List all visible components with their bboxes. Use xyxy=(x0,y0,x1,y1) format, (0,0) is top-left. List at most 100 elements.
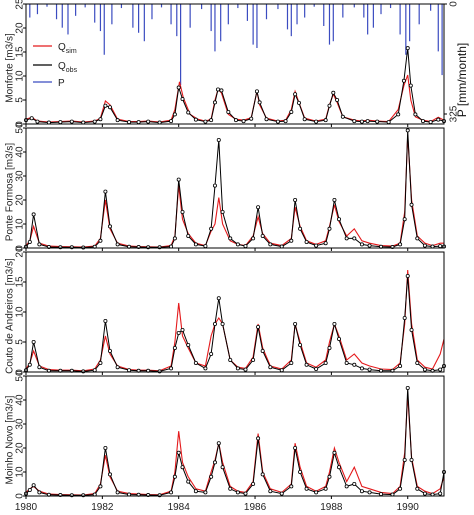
y-tick-label: 10 xyxy=(15,466,26,478)
panel-monforte: 0 5 10 15 20 25 Monforte [m3/s] xyxy=(5,0,446,127)
legend-label: Qobs xyxy=(58,61,78,74)
obs-point xyxy=(107,105,112,110)
obs-point xyxy=(256,324,261,329)
obs-point xyxy=(422,491,427,496)
obs-point xyxy=(352,362,357,367)
y-axis-label: Moinho Novo [m3/s] xyxy=(5,395,16,484)
obs-point xyxy=(243,367,248,372)
obs-point xyxy=(103,445,108,450)
obs-point xyxy=(402,217,407,222)
obs-point xyxy=(203,366,208,371)
obs-point xyxy=(209,351,214,356)
obs-point xyxy=(359,489,364,494)
obs-point xyxy=(27,487,32,492)
plot-frame xyxy=(25,375,445,497)
obs-point xyxy=(169,119,174,124)
obs-point xyxy=(352,119,357,124)
obs-point xyxy=(243,244,248,249)
obs-point xyxy=(436,117,441,122)
obs-point xyxy=(37,365,42,370)
y-axis-label: Couto de Andreiros [m3/s] xyxy=(5,258,16,374)
obs-point xyxy=(193,242,198,247)
legend-label: P xyxy=(58,78,65,89)
obs-point xyxy=(304,239,309,244)
y-tick-label: 5 xyxy=(15,97,26,103)
obs-point xyxy=(298,469,303,474)
obs-point xyxy=(81,369,86,374)
obs-point xyxy=(293,92,298,97)
legend-label: Qsim xyxy=(58,42,77,55)
obs-point xyxy=(401,78,406,83)
x-tick-label: 1984 xyxy=(168,502,191,513)
obs-point xyxy=(409,327,414,332)
plot-frame xyxy=(25,127,445,249)
obs-point xyxy=(235,490,240,495)
series-line-q-sim xyxy=(25,135,444,248)
plot-frame xyxy=(25,251,445,373)
obs-point xyxy=(226,110,231,115)
obs-point xyxy=(352,481,357,486)
obs-point xyxy=(293,321,298,326)
obs-point xyxy=(216,441,221,446)
obs-point xyxy=(115,118,120,123)
obs-point xyxy=(193,360,198,365)
obs-point xyxy=(344,484,349,489)
obs-point xyxy=(233,118,238,123)
obs-point xyxy=(327,474,332,479)
obs-point xyxy=(58,120,63,125)
obs-point xyxy=(115,242,120,247)
obs-point xyxy=(375,119,380,124)
y-tick-label: 20 xyxy=(15,246,26,258)
obs-point xyxy=(332,450,337,455)
obs-point xyxy=(98,238,103,243)
obs-point xyxy=(193,117,198,122)
obs-point xyxy=(212,460,217,465)
y-tick-label: 50 xyxy=(15,122,26,134)
obs-point xyxy=(314,243,319,248)
obs-point xyxy=(228,236,233,241)
y-tick-label: 25 xyxy=(15,0,26,10)
obs-point xyxy=(209,118,214,123)
obs-point xyxy=(415,486,420,491)
obs-point xyxy=(180,465,185,470)
obs-point xyxy=(438,491,443,496)
obs-point xyxy=(172,112,177,117)
x-tick-label: 1980 xyxy=(15,502,38,513)
y-tick-label: 40 xyxy=(15,394,26,406)
obs-point xyxy=(228,357,233,362)
obs-point xyxy=(216,87,221,92)
obs-point xyxy=(327,345,332,350)
obs-point xyxy=(180,209,185,214)
right-tick-label: 0 xyxy=(449,1,460,7)
x-tick-label: 1986 xyxy=(244,502,267,513)
obs-point xyxy=(289,238,294,243)
obs-point xyxy=(172,236,177,241)
obs-point xyxy=(257,100,262,105)
obs-point xyxy=(212,183,217,188)
obs-point xyxy=(176,330,181,335)
obs-point xyxy=(413,112,418,117)
obs-point xyxy=(421,119,426,124)
obs-point xyxy=(241,119,246,124)
obs-point xyxy=(331,90,336,95)
obs-point xyxy=(212,321,217,326)
obs-point xyxy=(409,457,414,462)
obs-point xyxy=(103,189,108,194)
obs-point xyxy=(115,365,120,370)
obs-point xyxy=(172,474,177,479)
obs-point xyxy=(268,242,273,247)
obs-point xyxy=(398,242,403,247)
obs-point xyxy=(254,89,259,94)
obs-point xyxy=(251,236,256,241)
obs-point xyxy=(304,362,309,367)
obs-point xyxy=(220,209,225,214)
obs-point xyxy=(107,224,112,229)
obs-point xyxy=(304,486,309,491)
obs-point xyxy=(323,118,328,123)
obs-point xyxy=(337,217,342,222)
obs-point xyxy=(27,239,32,244)
obs-point xyxy=(323,241,328,246)
obs-point xyxy=(314,119,319,124)
series-line-q-obs xyxy=(25,48,445,124)
